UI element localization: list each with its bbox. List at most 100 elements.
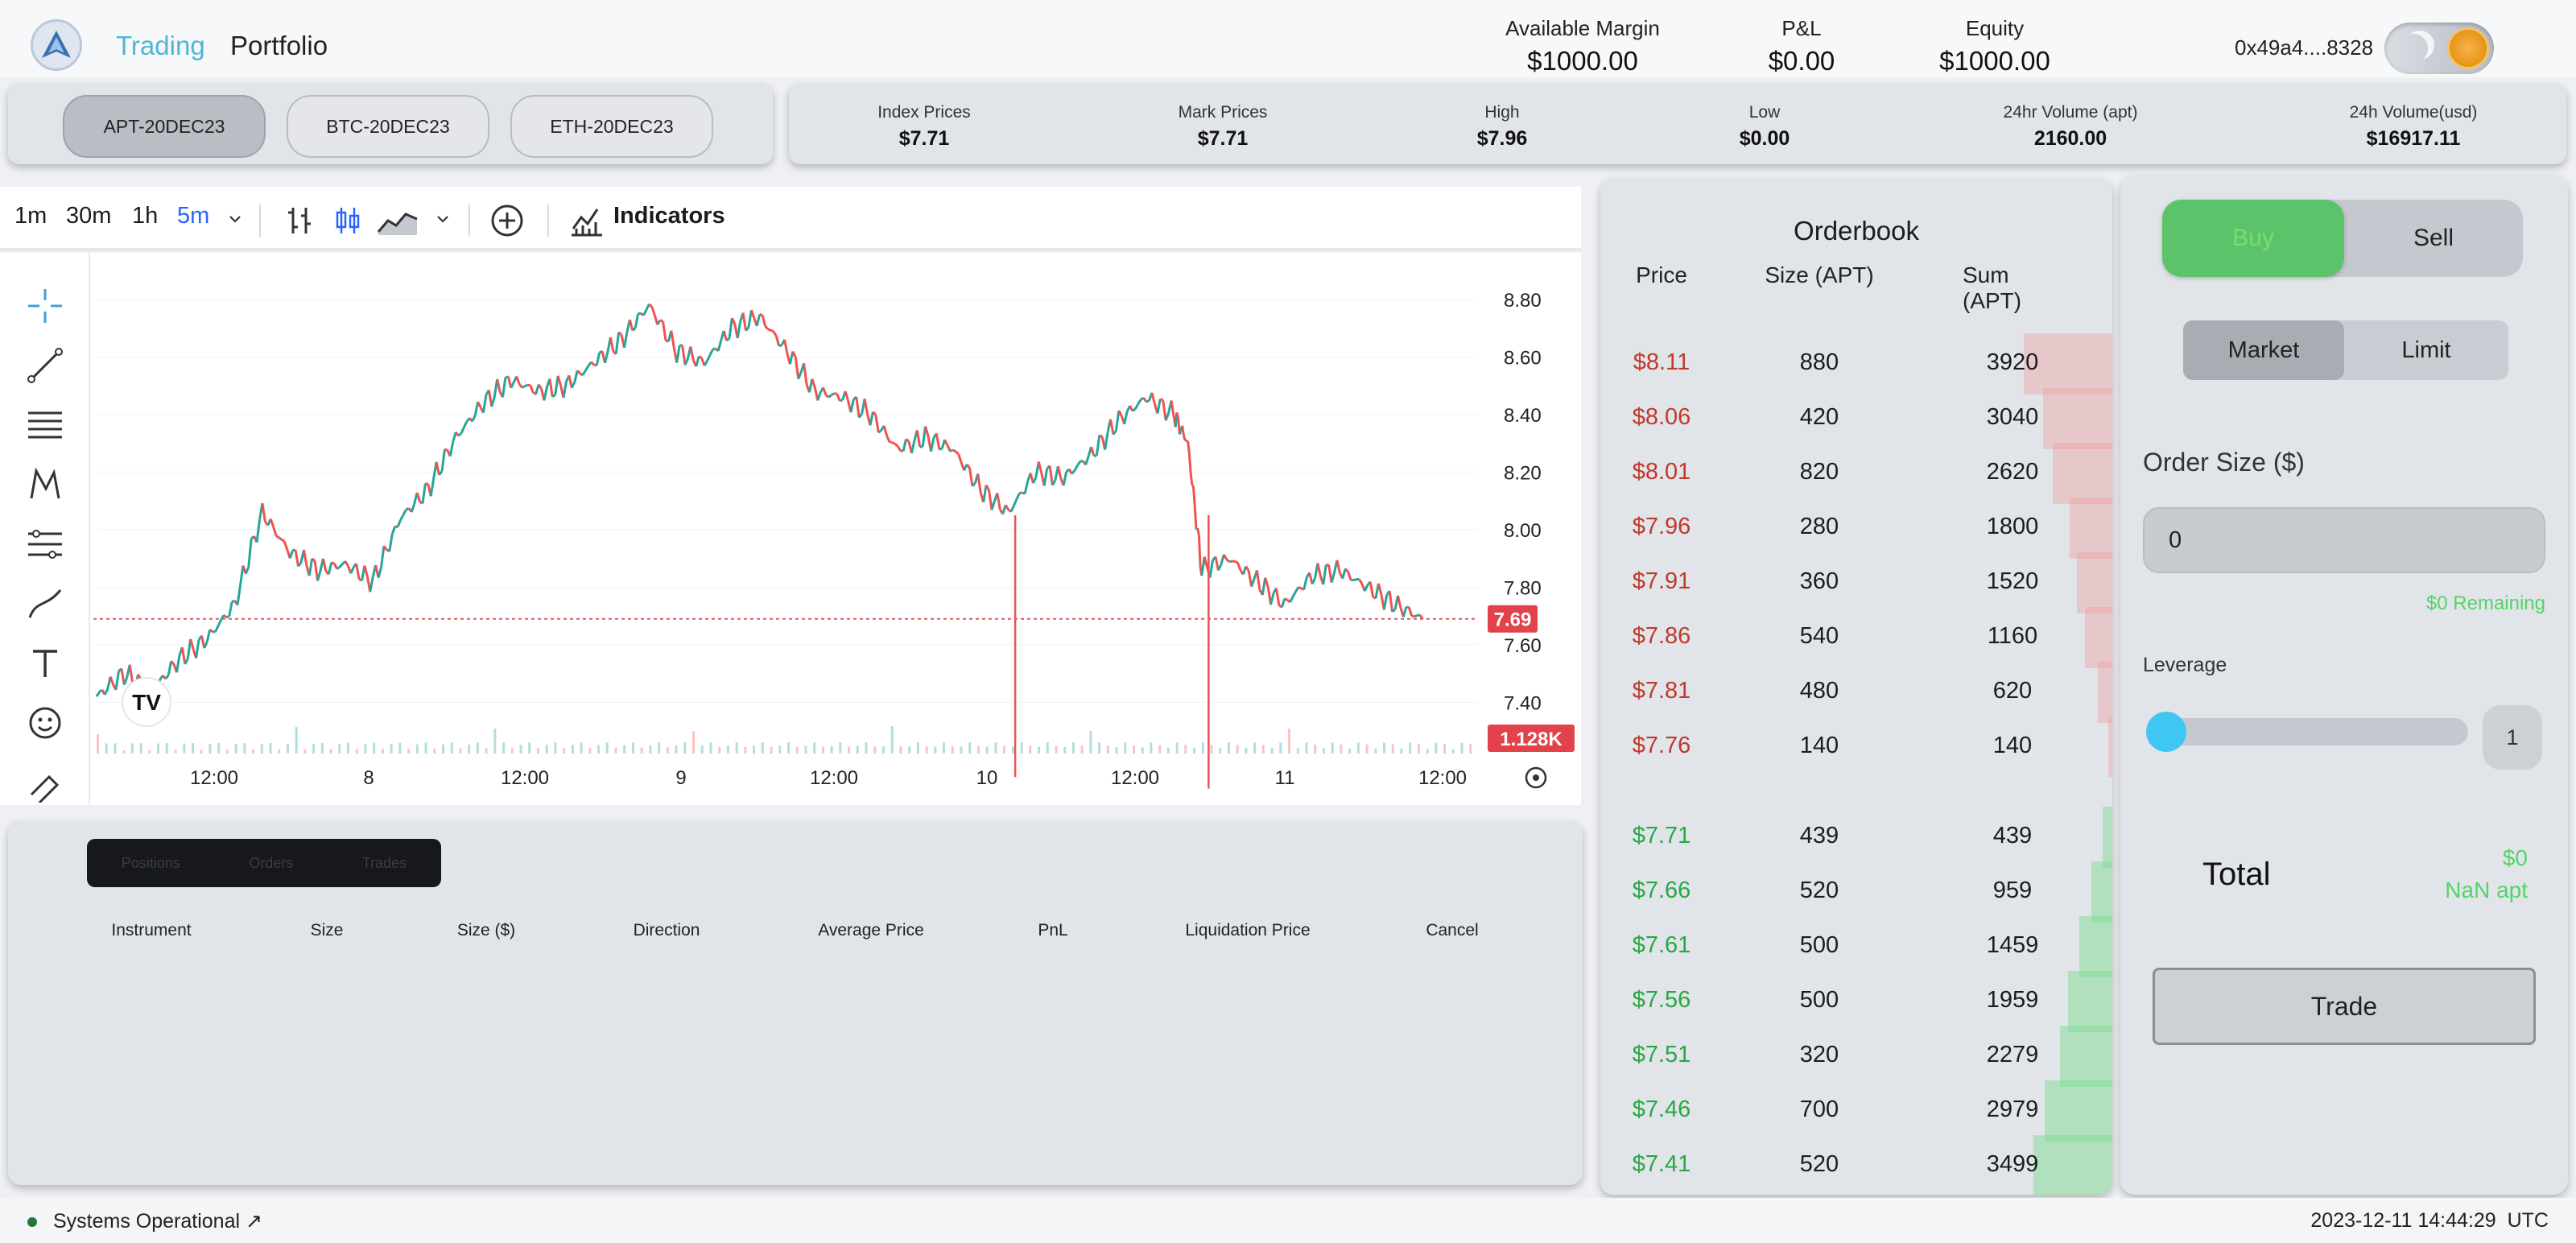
volume-bar (1400, 749, 1403, 754)
orderbook-row-ask[interactable]: $7.81 480 620 (1600, 662, 2112, 723)
crosshair-icon[interactable] (21, 282, 69, 330)
price-segment (1051, 479, 1057, 486)
price-segment (949, 448, 954, 452)
interval-5m[interactable]: 5m (177, 203, 210, 229)
orderbook-row-ask[interactable]: $8.06 420 3040 (1600, 388, 2112, 449)
price-segment (1162, 400, 1167, 421)
price-segment (869, 411, 874, 426)
price-segment (457, 432, 463, 437)
text-tool-icon[interactable] (21, 639, 69, 688)
orderbook-row-bid[interactable]: $7.71 439 439 (1600, 807, 2112, 868)
brush-icon[interactable] (21, 580, 69, 628)
orderbook-row-bid[interactable]: $7.66 520 959 (1600, 861, 2112, 923)
volume-bar (1080, 745, 1084, 754)
volume-bar (571, 745, 574, 754)
sell-button[interactable]: Sell (2413, 225, 2454, 251)
fib-icon[interactable] (21, 520, 69, 568)
leverage-value[interactable]: 1 (2483, 705, 2542, 770)
volume-bar (795, 746, 799, 754)
instrument-apt[interactable]: APT-20DEC23 (63, 95, 266, 158)
volume-bar (157, 743, 160, 754)
price-segment (1197, 535, 1202, 567)
volume-bar (890, 726, 894, 754)
price-chart[interactable]: 8.80 8.60 8.40 8.20 8.00 7.80 7.60 7.40 12:00 8 1… (0, 253, 1581, 805)
orderbook-row-ask[interactable]: $7.76 140 140 (1600, 716, 2112, 778)
leverage-slider-handle[interactable] (2146, 712, 2186, 752)
buy-button[interactable]: Buy (2162, 200, 2344, 277)
price-segment (327, 562, 333, 575)
price-segment (1186, 439, 1189, 443)
wallet-address[interactable]: 0x49a4....8328 (2235, 35, 2374, 60)
orderbook-row-ask[interactable]: $8.01 820 2620 (1600, 443, 2112, 504)
volume-bar (373, 742, 376, 754)
limit-button[interactable]: Limit (2401, 337, 2451, 363)
orderbook-row-bid[interactable]: $7.46 700 2979 (1600, 1080, 2112, 1142)
pattern-icon[interactable] (21, 460, 69, 509)
interval-30m[interactable]: 30m (66, 203, 112, 229)
tab-orders[interactable]: Orders (249, 854, 294, 871)
ruler-icon[interactable] (21, 758, 69, 807)
price-segment (889, 440, 893, 444)
orderbook-row-ask[interactable]: $7.86 540 1160 (1600, 607, 2112, 668)
orderbook-row-ask[interactable]: $7.96 280 1800 (1600, 498, 2112, 559)
emoji-icon[interactable] (21, 699, 69, 747)
app-logo[interactable] (31, 19, 82, 71)
indicators-button[interactable]: Indicators (613, 203, 725, 229)
volume-bar (347, 742, 350, 754)
tab-positions[interactable]: Positions (121, 854, 180, 871)
horizontal-lines-icon[interactable] (21, 401, 69, 449)
volume-bar (1011, 746, 1014, 754)
nav-trading[interactable]: Trading (116, 31, 205, 60)
price-segment (1140, 396, 1145, 401)
price-segment (749, 309, 756, 319)
add-compare-icon[interactable] (489, 203, 525, 238)
x-tick-label: 11 (1275, 767, 1295, 789)
price-chart-svg[interactable]: 8.808.608.408.208.007.807.607.40 12:00 8 1… (0, 253, 1581, 805)
system-status-link[interactable]: Systems Operational ↗ (53, 1209, 262, 1233)
volume-bar (683, 742, 687, 754)
volume-bar (260, 743, 263, 754)
indicators-icon[interactable] (570, 204, 604, 237)
chart-settings-icon[interactable] (1525, 766, 1547, 789)
instrument-btc[interactable]: BTC-20DEC23 (287, 95, 489, 158)
price-segment (355, 563, 361, 580)
bar-chart-icon[interactable] (283, 204, 316, 237)
market-button[interactable]: Market (2183, 320, 2344, 380)
trend-line-icon[interactable] (21, 341, 69, 390)
theme-toggle[interactable] (2384, 23, 2494, 74)
price-segment (1048, 465, 1054, 486)
interval-1h[interactable]: 1h (132, 203, 159, 229)
volume-bar (1348, 748, 1352, 754)
orderbook-row-ask[interactable]: $8.11 880 3920 (1600, 333, 2112, 394)
orderbook-row-bid[interactable]: $7.51 320 2279 (1600, 1026, 2112, 1087)
tab-trades[interactable]: Trades (361, 854, 407, 871)
price-segment (452, 432, 457, 443)
volume-apt: 24hr Volume (apt) 2160.00 (2004, 103, 2138, 151)
nav-portfolio[interactable]: Portfolio (230, 31, 328, 60)
price-segment (1109, 419, 1115, 435)
candlestick-icon[interactable] (332, 204, 364, 237)
trade-button[interactable]: Trade (2153, 968, 2536, 1045)
leverage-slider[interactable] (2146, 718, 2468, 745)
interval-1m[interactable]: 1m (14, 203, 47, 229)
price-segment (463, 420, 469, 428)
chevron-down-icon[interactable] (227, 211, 243, 227)
area-chart-icon[interactable] (377, 204, 419, 237)
volume-bar (804, 745, 807, 754)
price-segment (816, 391, 822, 401)
order-size-input[interactable]: 0 (2143, 507, 2545, 573)
volume-bar (165, 743, 168, 754)
instrument-eth[interactable]: ETH-20DEC23 (510, 95, 713, 158)
orderbook-row-ask[interactable]: $7.91 360 1520 (1600, 552, 2112, 613)
volume-bar (105, 743, 108, 754)
price-segment (745, 326, 750, 332)
svg-text:TV: TV (132, 690, 161, 715)
orderbook-row-bid[interactable]: $7.41 520 3499 (1600, 1135, 2112, 1195)
orderbook-row-bid[interactable]: $7.56 500 1959 (1600, 971, 2112, 1032)
volume-bar (1383, 742, 1386, 754)
chevron-down-icon[interactable] (435, 211, 451, 227)
volume-bar (97, 734, 99, 754)
orderbook-row-bid[interactable]: $7.61 500 1459 (1600, 916, 2112, 977)
price-segment (988, 489, 993, 510)
price-segment (670, 330, 675, 349)
